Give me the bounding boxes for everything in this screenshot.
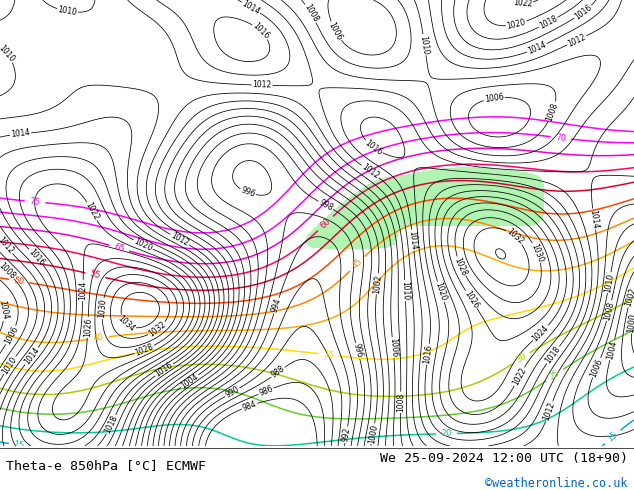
Text: 70: 70: [555, 133, 567, 143]
Text: 1014: 1014: [11, 128, 30, 140]
Text: 1016: 1016: [251, 22, 271, 41]
Text: 1000: 1000: [367, 423, 379, 444]
Text: 1026: 1026: [462, 289, 480, 310]
Text: 998: 998: [317, 198, 334, 213]
Text: 1022: 1022: [83, 201, 100, 222]
Text: 1010: 1010: [418, 34, 430, 55]
Text: 1006: 1006: [327, 21, 344, 42]
Text: 50: 50: [13, 276, 25, 286]
Text: 1034: 1034: [116, 314, 136, 334]
Text: 1022: 1022: [511, 366, 527, 387]
Text: 1012: 1012: [360, 162, 380, 181]
Text: 1016: 1016: [422, 344, 434, 365]
Text: 1012: 1012: [542, 401, 557, 422]
Text: 30: 30: [514, 352, 528, 365]
Text: 1026: 1026: [83, 318, 93, 337]
Text: We 25-09-2024 12:00 UTC (18+90): We 25-09-2024 12:00 UTC (18+90): [380, 452, 628, 465]
Text: 1022: 1022: [513, 0, 533, 9]
Text: 1014: 1014: [22, 346, 41, 367]
Text: 986: 986: [257, 384, 275, 398]
Text: 1010: 1010: [57, 5, 78, 17]
Text: 1004: 1004: [605, 340, 619, 360]
Text: 1016: 1016: [573, 3, 593, 22]
Text: 1018: 1018: [538, 14, 559, 31]
Text: 1018: 1018: [103, 414, 119, 435]
Text: 994: 994: [270, 297, 283, 314]
Text: 1008: 1008: [545, 101, 560, 122]
Text: Theta-e 850hPa [°C] ECMWF: Theta-e 850hPa [°C] ECMWF: [6, 459, 206, 472]
Text: 1012: 1012: [0, 236, 15, 256]
Text: 1008: 1008: [602, 300, 616, 321]
Text: 40: 40: [93, 333, 105, 343]
Text: 1020: 1020: [506, 18, 527, 31]
Text: 1030: 1030: [529, 242, 545, 263]
Text: 1002: 1002: [372, 274, 383, 294]
Text: 55: 55: [89, 270, 101, 281]
Text: 20: 20: [441, 429, 452, 439]
Text: 1008: 1008: [0, 261, 16, 281]
Text: 1008: 1008: [396, 392, 405, 412]
Text: 1010: 1010: [0, 44, 16, 64]
Text: 992: 992: [340, 427, 352, 442]
Text: 1014: 1014: [407, 230, 418, 250]
Text: 1012: 1012: [566, 32, 587, 49]
Text: 1012: 1012: [169, 231, 190, 248]
Text: 1000: 1000: [626, 313, 634, 333]
Text: 1006: 1006: [589, 357, 604, 378]
Text: 1004: 1004: [179, 372, 200, 391]
Text: 996: 996: [351, 343, 364, 359]
Text: 15: 15: [13, 440, 25, 450]
Text: 1030: 1030: [97, 298, 108, 318]
Text: 1014: 1014: [526, 40, 548, 56]
Text: 25: 25: [548, 368, 562, 382]
Text: 1016: 1016: [363, 138, 384, 157]
Text: 1016: 1016: [153, 361, 175, 379]
Text: 1010: 1010: [603, 272, 616, 293]
Text: 1014: 1014: [588, 209, 600, 229]
Text: 988: 988: [269, 365, 287, 380]
Text: ©weatheronline.co.uk: ©weatheronline.co.uk: [485, 477, 628, 490]
Text: 1010: 1010: [400, 281, 410, 300]
Text: 60: 60: [318, 217, 332, 230]
Text: 1012: 1012: [252, 80, 272, 90]
Text: 1002: 1002: [624, 287, 634, 308]
Text: 1024: 1024: [531, 323, 551, 343]
Text: 1032: 1032: [147, 320, 167, 339]
Text: 1020: 1020: [434, 281, 448, 302]
Text: 1014: 1014: [240, 0, 262, 16]
Text: 1016: 1016: [27, 247, 46, 267]
Text: 1008: 1008: [302, 3, 320, 24]
Text: 1032: 1032: [505, 227, 525, 246]
Text: 1024: 1024: [78, 281, 87, 300]
Text: 1006: 1006: [388, 338, 398, 358]
Text: 65: 65: [113, 243, 126, 254]
Text: 1018: 1018: [543, 344, 562, 365]
Text: 1006: 1006: [484, 93, 505, 104]
Text: 1006: 1006: [3, 324, 20, 346]
Text: 1028: 1028: [453, 256, 469, 277]
Text: 1004: 1004: [0, 300, 10, 320]
Text: 1028: 1028: [134, 342, 155, 358]
Text: 996: 996: [240, 186, 256, 199]
Text: 984: 984: [241, 399, 258, 413]
Text: 75: 75: [29, 197, 41, 207]
Text: 35: 35: [323, 350, 335, 360]
Text: 15: 15: [606, 430, 619, 444]
Text: 45: 45: [351, 257, 364, 270]
Text: 1020: 1020: [133, 237, 153, 253]
Text: 990: 990: [224, 385, 241, 400]
Text: 1010: 1010: [1, 355, 18, 376]
